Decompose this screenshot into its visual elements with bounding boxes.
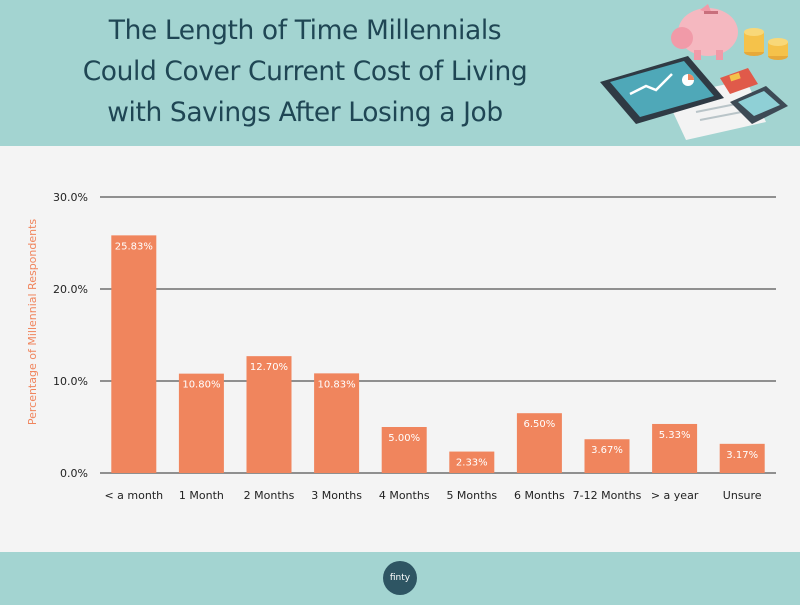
bar (516, 413, 562, 473)
y-tick-label: 0.0% (60, 467, 88, 480)
x-category-label: 5 Months (446, 489, 497, 502)
x-category-label: > a year (651, 489, 699, 502)
bar (584, 439, 630, 473)
credit-card-icon (720, 68, 758, 94)
title-line-2: Could Cover Current Cost of Living (82, 56, 528, 87)
bar-value-label: 10.80% (182, 380, 220, 391)
chart-area: 25.83% 10.80% 12.70% 10.83% 5.00% 2.33% 6.50% 3… (0, 146, 800, 552)
data-labels: 25.83% 10.80% 12.70% 10.83% 5.00% 2.33% 6.50% 3… (115, 241, 758, 468)
bar-value-label: 12.70% (250, 362, 288, 373)
bar-value-label: 2.33% (456, 458, 488, 469)
bar (178, 373, 224, 473)
y-tick-label: 20.0% (53, 283, 88, 296)
bar (246, 356, 292, 473)
x-category-label: 2 Months (244, 489, 295, 502)
x-category-label: Unsure (723, 489, 762, 502)
title-line-3: with Savings After Losing a Job (107, 97, 503, 128)
y-axis-label: Percentage of Millennial Respondents (26, 219, 39, 426)
y-tick-label: 30.0% (53, 191, 88, 204)
bar (381, 427, 427, 473)
x-category-label: 6 Months (514, 489, 565, 502)
bar-value-label: 3.67% (591, 445, 623, 456)
x-category-label: 3 Months (311, 489, 362, 502)
bar (719, 443, 765, 473)
bar-value-label: 10.83% (318, 379, 356, 390)
title-line-1: The Length of Time Millennials (108, 15, 502, 46)
finty-logo: finty (383, 561, 417, 595)
bar-value-label: 6.50% (524, 419, 556, 430)
bar-value-label: 3.17% (726, 450, 758, 461)
x-category-label: 7-12 Months (573, 489, 642, 502)
bar-value-label: 25.83% (115, 241, 153, 252)
bar (111, 235, 157, 473)
piggy-bank-icon (671, 4, 738, 60)
header-banner: The Length of Time Millennials Could Cov… (0, 0, 800, 146)
x-category-labels: < a month 1 Month 2 Months 3 Months 4 Months… (104, 489, 761, 502)
bar (314, 373, 360, 473)
bar-value-label: 5.33% (659, 430, 691, 441)
x-category-label: < a month (104, 489, 163, 502)
calculator-icon (730, 86, 788, 124)
footer-banner: finty (0, 552, 800, 605)
bar-chart: 25.83% 10.80% 12.70% 10.83% 5.00% 2.33% 6.50% 3… (26, 191, 776, 502)
finance-illustration (600, 4, 788, 140)
tablet-chart-icon (600, 56, 724, 124)
y-tick-labels: 0.0% 10.0% 20.0% 30.0% (53, 191, 88, 480)
bar (652, 423, 698, 473)
bar (449, 451, 495, 473)
bar-value-label: 5.00% (388, 433, 420, 444)
x-category-label: 4 Months (379, 489, 430, 502)
y-tick-label: 10.0% (53, 375, 88, 388)
x-category-label: 1 Month (179, 489, 224, 502)
coins-icon (744, 28, 788, 60)
bars (111, 235, 765, 473)
chart-title: The Length of Time Millennials Could Cov… (20, 10, 590, 133)
